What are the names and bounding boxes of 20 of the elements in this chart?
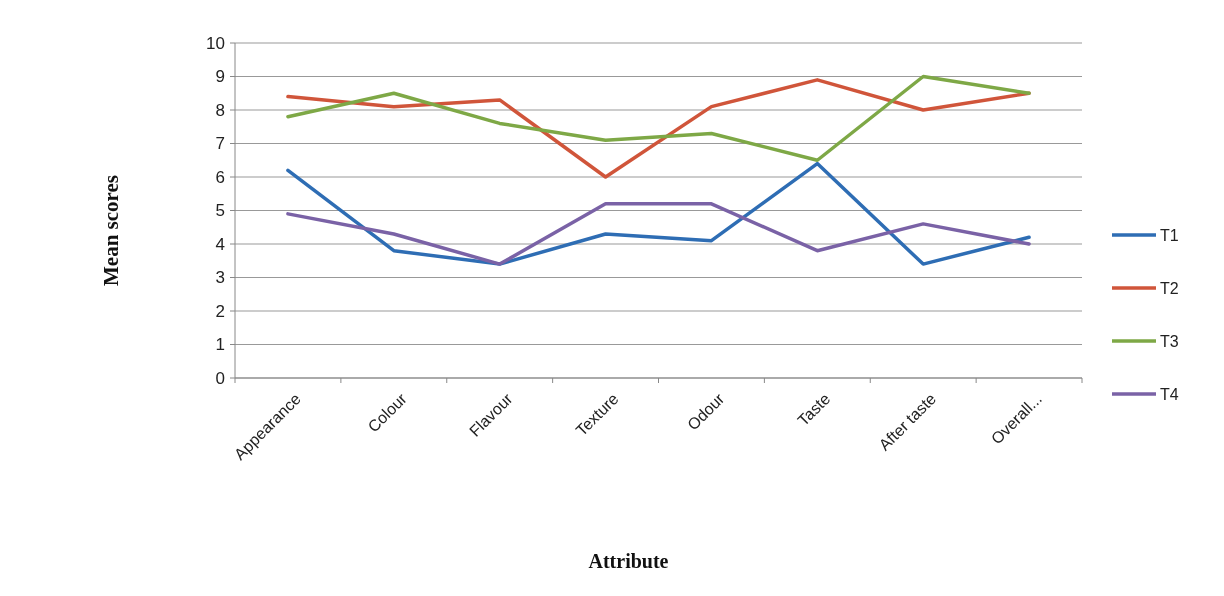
legend-label: T3 xyxy=(1160,332,1179,350)
y-tick-label: 8 xyxy=(215,100,225,120)
line-series xyxy=(286,74,1031,162)
y-tick-label: 7 xyxy=(215,134,225,154)
line-series xyxy=(286,161,1031,266)
x-axis-title: Attribute xyxy=(588,550,669,572)
legend-label: T1 xyxy=(1160,226,1179,244)
y-tick-label: 0 xyxy=(215,368,225,388)
legend-label: T4 xyxy=(1160,385,1179,403)
y-tick-label: 5 xyxy=(215,201,225,221)
y-axis-title: Mean scores xyxy=(99,175,123,286)
y-tick-label: 6 xyxy=(215,167,225,187)
y-tick-label: 9 xyxy=(215,67,225,87)
y-tick-label: 2 xyxy=(215,301,225,321)
y-tick-label: 3 xyxy=(215,268,225,288)
legend-label: T2 xyxy=(1160,279,1179,297)
y-tick-label: 10 xyxy=(206,33,225,53)
y-tick-label: 4 xyxy=(215,234,225,254)
line-series xyxy=(286,202,1031,266)
y-tick-label: 1 xyxy=(215,335,225,355)
